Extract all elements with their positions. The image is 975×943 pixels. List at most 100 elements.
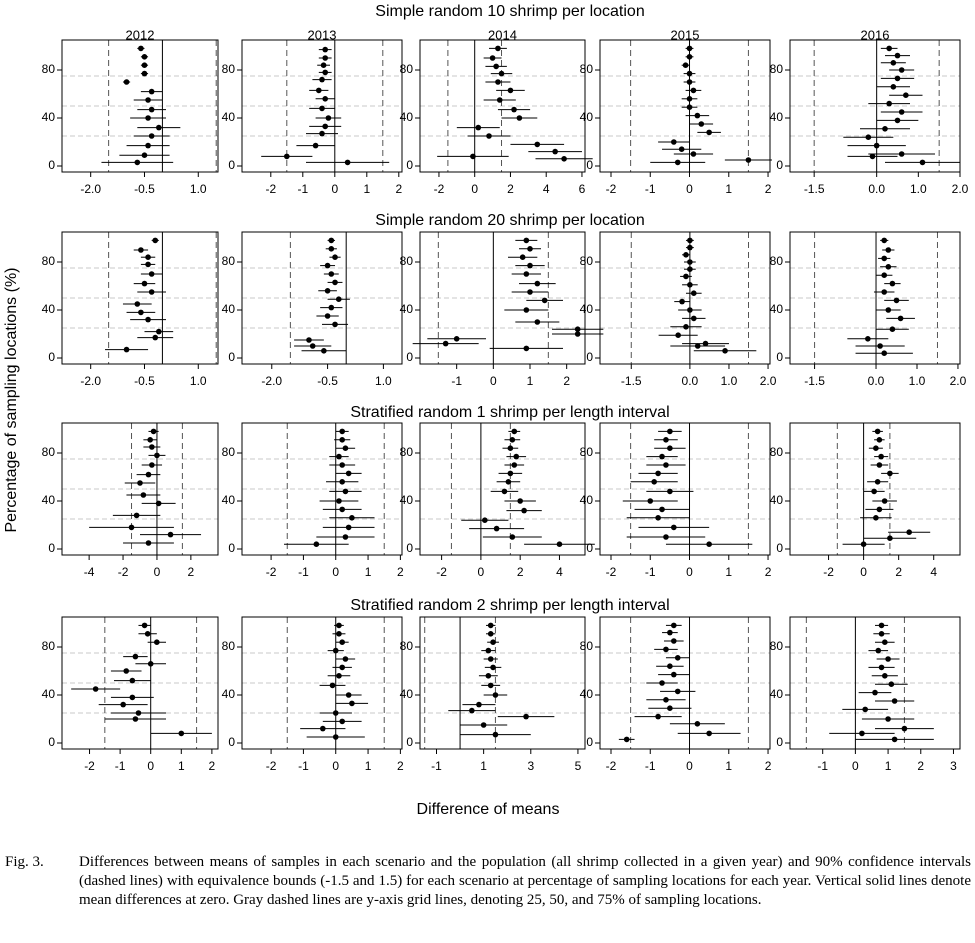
x-tick-label: -1 bbox=[298, 759, 309, 773]
x-tick-label: 0 bbox=[331, 182, 338, 196]
point bbox=[128, 524, 135, 531]
point bbox=[561, 156, 567, 162]
point bbox=[511, 462, 518, 468]
point bbox=[342, 534, 349, 540]
point bbox=[516, 115, 523, 121]
point bbox=[135, 710, 142, 716]
point bbox=[322, 96, 329, 102]
point bbox=[442, 340, 449, 347]
y-tick-label: 0 bbox=[228, 541, 235, 555]
point bbox=[147, 661, 154, 667]
x-tick-label: -1 bbox=[645, 565, 656, 579]
point bbox=[663, 534, 669, 540]
x-tick-label: 0 bbox=[147, 759, 154, 773]
point bbox=[901, 725, 908, 732]
point bbox=[332, 710, 339, 716]
point bbox=[140, 492, 147, 498]
point bbox=[659, 453, 665, 460]
y-tick-label: 80 bbox=[42, 445, 56, 459]
plot-frame bbox=[241, 39, 403, 173]
point bbox=[872, 689, 878, 696]
point bbox=[332, 279, 338, 286]
y-tick-label: 40 bbox=[580, 302, 594, 316]
y-tick-label: 0 bbox=[406, 158, 413, 172]
point bbox=[485, 647, 492, 654]
x-tick-label: -1 bbox=[817, 759, 828, 773]
point bbox=[706, 129, 712, 136]
point bbox=[469, 707, 475, 714]
point bbox=[659, 506, 665, 513]
point bbox=[178, 730, 185, 737]
point bbox=[906, 529, 912, 535]
point bbox=[306, 337, 312, 343]
point bbox=[132, 653, 139, 660]
point bbox=[345, 692, 352, 698]
x-tick-label: -2 bbox=[606, 182, 617, 196]
point bbox=[523, 307, 530, 313]
point bbox=[527, 262, 533, 269]
x-tick-label: -1.5 bbox=[804, 374, 825, 388]
x-tick-label: 6 bbox=[579, 182, 586, 196]
point bbox=[149, 444, 155, 450]
x-tick-label: -1.5 bbox=[804, 182, 825, 196]
point bbox=[655, 515, 661, 521]
point bbox=[480, 722, 487, 728]
point bbox=[687, 244, 693, 251]
point bbox=[320, 725, 326, 732]
point bbox=[898, 67, 905, 73]
x-tick-label: 2.0 bbox=[952, 182, 969, 196]
y-tick-label: 0 bbox=[48, 158, 55, 172]
x-tick-label: -0.5 bbox=[134, 374, 155, 388]
point bbox=[349, 700, 355, 707]
row-title: Stratified random 2 shrimp per length in… bbox=[350, 597, 669, 614]
point bbox=[145, 97, 151, 103]
point bbox=[687, 307, 693, 313]
point bbox=[690, 315, 697, 322]
point bbox=[145, 261, 151, 268]
point bbox=[141, 280, 148, 287]
point bbox=[667, 629, 673, 636]
point bbox=[482, 517, 488, 523]
y-tick-label: 40 bbox=[42, 110, 56, 124]
y-tick-label: 0 bbox=[406, 541, 413, 555]
y-tick-label: 40 bbox=[222, 493, 236, 507]
point bbox=[328, 246, 335, 252]
point bbox=[887, 470, 893, 477]
y-tick-label: 80 bbox=[400, 254, 414, 268]
x-tick-label: 4 bbox=[930, 565, 937, 579]
y-tick-label: 80 bbox=[222, 254, 236, 268]
point bbox=[145, 254, 151, 260]
point bbox=[322, 46, 329, 53]
point bbox=[120, 701, 126, 708]
point bbox=[865, 336, 871, 342]
point bbox=[702, 340, 709, 347]
point bbox=[881, 272, 888, 279]
point bbox=[871, 488, 877, 495]
x-tick-label: -2 bbox=[606, 565, 617, 579]
y-tick-label: 80 bbox=[580, 254, 594, 268]
point bbox=[679, 298, 685, 305]
y-tick-label: 40 bbox=[400, 302, 414, 316]
point bbox=[686, 104, 693, 110]
x-tick-label: 0 bbox=[332, 565, 339, 579]
point bbox=[860, 541, 867, 547]
point bbox=[655, 470, 661, 477]
y-axis-label: Percentage of sampling locations (%) bbox=[3, 267, 20, 532]
point bbox=[651, 479, 657, 485]
plot-frame bbox=[241, 422, 403, 556]
row-title: Simple random 10 shrimp per location bbox=[375, 3, 644, 20]
point bbox=[674, 655, 681, 661]
point bbox=[671, 524, 677, 531]
x-tick-label: 1 bbox=[725, 759, 732, 773]
point bbox=[683, 252, 689, 258]
y-tick-label: 0 bbox=[586, 158, 593, 172]
point bbox=[881, 350, 888, 357]
x-tick-label: 1 bbox=[725, 182, 732, 196]
point bbox=[489, 55, 496, 61]
x-tick-label: 2 bbox=[895, 565, 902, 579]
point bbox=[336, 453, 342, 460]
point bbox=[534, 280, 541, 287]
y-tick-label: 40 bbox=[580, 687, 594, 701]
point bbox=[889, 326, 896, 333]
x-tick-label: -2 bbox=[823, 565, 834, 579]
